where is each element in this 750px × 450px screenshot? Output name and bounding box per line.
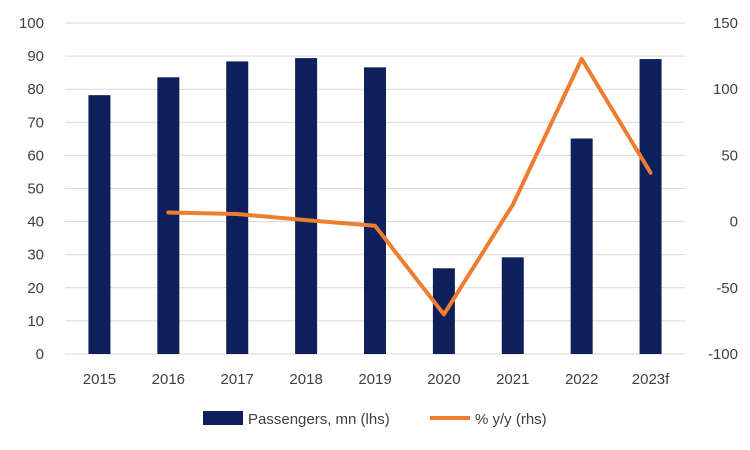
series-line [166,56,653,317]
x-tick-label: 2018 [289,371,322,388]
left-tick-label: 20 [27,280,44,297]
left-tick-label: 10 [27,313,44,330]
bar [88,95,111,355]
legend-label-yoy: % y/y (rhs) [475,411,547,428]
right-tick-label: 50 [721,147,738,164]
line-point [443,313,445,315]
left-tick-label: 60 [27,147,44,164]
left-tick-label: 100 [19,15,44,32]
bar [157,77,180,354]
legend: Passengers, mn (lhs) % y/y (rhs) [203,411,547,428]
x-tick-label: 2023f [632,371,670,388]
left-axis-ticks: 0 10 20 30 40 50 60 70 80 90 100 [19,15,44,363]
bar [501,257,524,354]
x-tick-label: 2017 [221,371,254,388]
x-tick-label: 2015 [83,371,116,388]
bar-series-passengers [88,58,662,355]
line-point [581,58,583,60]
right-tick-label: 150 [713,15,738,32]
right-axis-ticks: -100 -50 0 50 100 150 [708,15,738,363]
bar [639,59,662,354]
left-tick-label: 30 [27,247,44,264]
x-tick-label: 2016 [152,371,185,388]
line-series-yoy [166,56,653,317]
x-tick-label: 2022 [565,371,598,388]
left-tick-label: 40 [27,214,44,231]
left-tick-label: 70 [27,114,44,131]
x-tick-label: 2020 [427,371,460,388]
left-tick-label: 90 [27,48,44,65]
x-tick-label: 2019 [358,371,391,388]
line-point [650,172,652,174]
right-tick-label: 0 [730,214,738,231]
line-point [305,219,307,221]
right-tick-label: 100 [713,81,738,98]
left-tick-label: 80 [27,81,44,98]
bar [364,67,386,354]
bar [295,58,318,354]
right-tick-label: -50 [716,280,738,297]
line-point [167,211,169,213]
bar [226,61,249,355]
line-point [512,204,514,206]
right-tick-label: -100 [708,346,738,363]
line-point [374,225,376,227]
legend-swatch-passengers [203,411,243,425]
left-tick-label: 50 [27,181,44,198]
bar [570,138,593,354]
x-tick-label: 2021 [496,371,529,388]
legend-label-passengers: Passengers, mn (lhs) [248,411,390,428]
line-point [236,213,238,215]
left-tick-label: 0 [36,346,44,363]
x-axis-ticks: 2015 2016 2017 2018 2019 2020 2021 2022 2023f [83,371,670,388]
